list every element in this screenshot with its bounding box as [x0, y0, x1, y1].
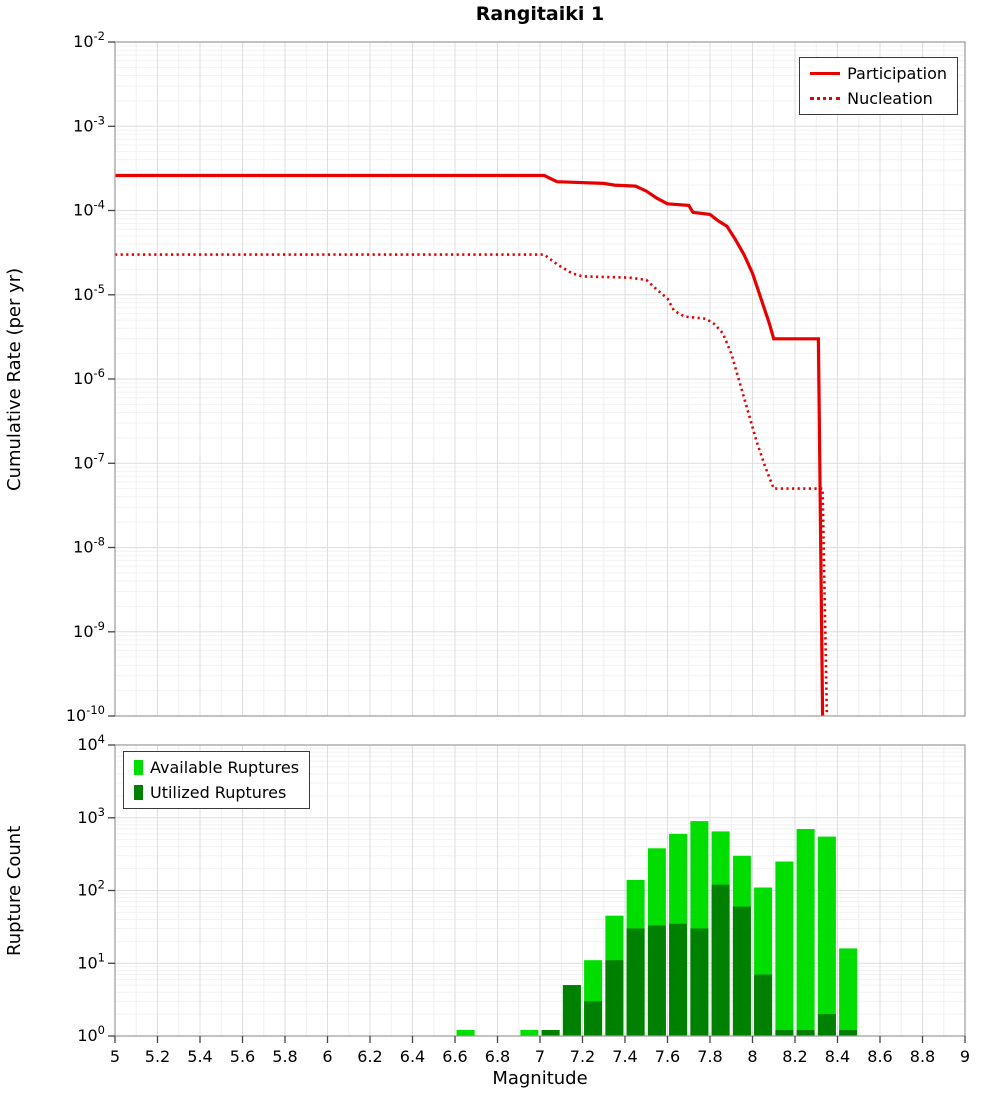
x-axis-ticks: 5 5.2 5.4 5.6 5.8 6 6.2 6.4 6.6 6.8 7 7.2 7.4 7.6 7.8 8… [110, 1036, 970, 1066]
nucleation-line-sample [810, 97, 841, 100]
legend-entry-utilized: Utilized Ruptures [134, 783, 299, 802]
y-axis-label-rate: Cumulative Rate (per yr) [4, 267, 25, 491]
svg-text:8.4: 8.4 [825, 1047, 850, 1066]
svg-text:5.4: 5.4 [187, 1047, 212, 1066]
svg-text:10-10: 10-10 [66, 703, 105, 725]
svg-text:6: 6 [322, 1047, 332, 1066]
x-axis-label: Magnitude [492, 1068, 588, 1089]
svg-text:6.8: 6.8 [485, 1047, 510, 1066]
svg-text:10-7: 10-7 [73, 450, 105, 472]
legend-label-participation: Participation [847, 64, 947, 83]
svg-text:101: 101 [77, 950, 105, 972]
svg-text:104: 104 [77, 732, 105, 754]
legend-label-available: Available Ruptures [150, 758, 300, 777]
available-ruptures-swatch [134, 760, 143, 775]
svg-text:7: 7 [535, 1047, 545, 1066]
svg-text:5.8: 5.8 [272, 1047, 297, 1066]
svg-text:7.8: 7.8 [697, 1047, 722, 1066]
svg-text:102: 102 [77, 878, 105, 900]
legend-entry-available: Available Ruptures [134, 758, 299, 777]
svg-text:10-3: 10-3 [73, 113, 105, 135]
svg-text:5.6: 5.6 [230, 1047, 255, 1066]
legend-entry-participation: Participation [810, 64, 947, 83]
utilized-ruptures-swatch [134, 785, 143, 800]
svg-text:6.2: 6.2 [357, 1047, 382, 1066]
nucleation-line [115, 253, 829, 717]
svg-text:6.4: 6.4 [400, 1047, 425, 1066]
svg-text:8: 8 [747, 1047, 757, 1066]
svg-text:8.6: 8.6 [867, 1047, 892, 1066]
svg-text:6.6: 6.6 [442, 1047, 467, 1066]
svg-text:100: 100 [77, 1023, 105, 1045]
svg-text:8.8: 8.8 [910, 1047, 935, 1066]
svg-text:10-8: 10-8 [73, 535, 105, 557]
chart-title: Rangitaiki 1 [475, 3, 605, 25]
utilized-ruptures-bars [541, 884, 858, 1036]
svg-text:7.2: 7.2 [570, 1047, 595, 1066]
svg-text:10-6: 10-6 [73, 366, 105, 388]
rupture-legend: Available Ruptures Utilized Ruptures [123, 751, 311, 809]
svg-text:103: 103 [77, 805, 105, 827]
svg-text:10-5: 10-5 [73, 282, 105, 304]
svg-text:5.2: 5.2 [145, 1047, 170, 1066]
rate-panel-grid [114, 41, 966, 717]
participation-line-sample [810, 72, 841, 75]
legend-label-utilized: Utilized Ruptures [150, 783, 287, 802]
rate-legend: Participation Nucleation [799, 57, 958, 115]
y-axis-label-count: Rupture Count [4, 825, 25, 956]
legend-entry-nucleation: Nucleation [810, 89, 947, 108]
participation-line [115, 173, 825, 717]
svg-text:10-2: 10-2 [73, 29, 105, 51]
svg-text:7.4: 7.4 [612, 1047, 637, 1066]
legend-label-nucleation: Nucleation [847, 89, 933, 108]
svg-text:7.6: 7.6 [655, 1047, 680, 1066]
svg-text:10-9: 10-9 [73, 619, 105, 641]
svg-text:9: 9 [960, 1047, 970, 1066]
svg-text:5: 5 [110, 1047, 120, 1066]
rate-panel-axes: 10-10 10-9 10-8 10-7 10-6 10-5 10-4 10-3 10-2 [66, 29, 966, 725]
svg-text:10-4: 10-4 [73, 198, 105, 220]
svg-text:8.2: 8.2 [782, 1047, 807, 1066]
